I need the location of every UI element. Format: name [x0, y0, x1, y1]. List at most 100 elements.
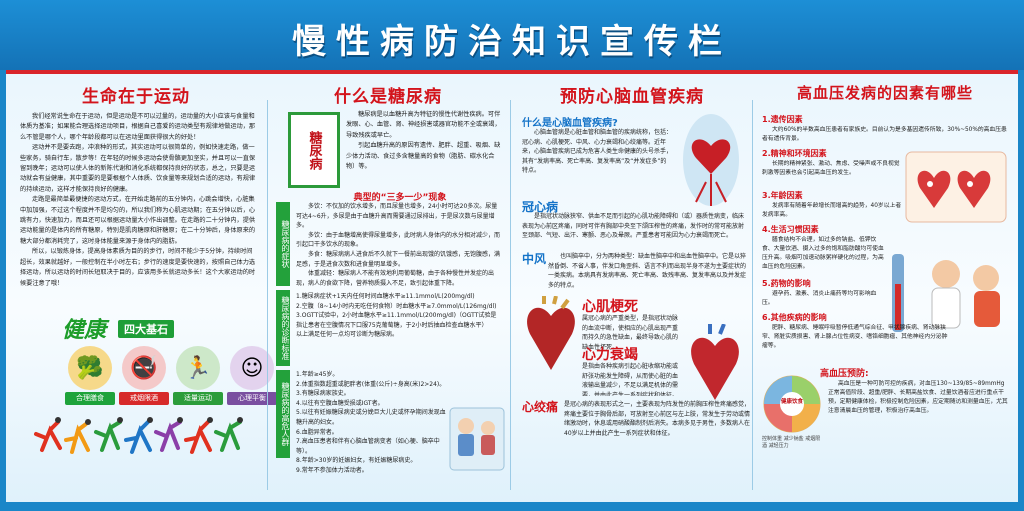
criteria-item: 3.OGTT试验中，2小时血糖水平≥11.1mmol/L(200mg/dl)（O… [296, 312, 497, 329]
risk-line: 引起血糖升高的原因有遗传、肥胖、超重、吸烟、缺少体力活动、食过多含糖量高的食物（… [346, 142, 501, 171]
four-pillars-label: 四大基石 [118, 320, 174, 338]
tab-risk-groups: 糖尿病的高危人群 [276, 370, 290, 458]
item-text: 是冠心病的表现形式之一，主要表现为阵发性的前胸压榨性疼痛感觉，疼痛主要位于胸骨后… [564, 401, 750, 437]
paragraph: 走路是最简单最便捷的运动方式，在开始走路前的五分钟内，心跳会增快，心脏集中加加强… [20, 196, 256, 245]
wheel-center-label: 健康饮食 [780, 399, 803, 405]
tab-criteria: 糖尿病的诊断标准 [276, 290, 290, 366]
healthy-diet-wheel [763, 375, 821, 433]
factor-title: 5.药物的影响 [762, 279, 811, 288]
factor-text: 长期的精神紧张、激动、焦虑、受噪声或不良视觉刺激等因素也会引起高血压的发生。 [762, 161, 900, 176]
criteria-item: 以上满足任何一点均可诊断为糖尿病。 [296, 331, 399, 339]
item-title: 中风 [522, 252, 547, 266]
heart-anatomy-illustration [691, 324, 739, 400]
paragraph: 我们经常说生命在于运动，但是运动是不可以过量的，运动量的大小应该与食量和体质为基… [20, 113, 256, 141]
item-text: 也叫脑卒中，分为两种类型：缺血性脑卒中和出血性脑卒中。它是以猝然昏倒、不省人事，… [548, 253, 747, 289]
health-title: 健康 [62, 317, 107, 343]
running-figures-illustration [34, 417, 243, 454]
risk-item: 3.有糖尿病家族史。 [296, 390, 350, 398]
item-title: 心绞痛 [522, 400, 559, 414]
heading-exercise: 生命在于运动 [82, 87, 190, 107]
factor-title: 2.精神和环境因素 [762, 149, 827, 158]
risk-item: 8.年龄>30岁的妊娠妇女，有妊娠糖尿病史。 [296, 457, 417, 465]
balance-icon: ☺ [230, 346, 274, 390]
pillar-label-mind: 心理平衡 [227, 392, 277, 405]
heading-cardio: 预防心脑血管疾病 [560, 87, 704, 107]
criteria-item: 2.空腹（8~14小时内无吃任何食物）时血糖水平≥7.0mmol/L(126mg… [296, 302, 497, 310]
column-cardio: 预防心脑血管疾病 什么是心脑血管疾病? 心脑血管病是心脏血管和脑血管的疾病统称，… [512, 74, 752, 502]
symptom-item: 多饮：不仅加的饮水增多，而且尿量也增多，24小时可达20多次。尿量可达4~6升，… [296, 203, 498, 230]
body-heart-illustration [683, 114, 739, 206]
cardio-intro: 心脑血管病是心脏血管和脑血管的疾病统称，包括：冠心病、心肌梗死、中风、心力衰竭和… [522, 129, 672, 175]
column-exercise: 生命在于运动 我们经常说生命在于运动，但是运动是不可以过量的，运动量的大小应该与… [6, 74, 277, 502]
risk-item: 6.血脂异常者。 [296, 428, 338, 436]
heading-diabetes: 什么是糖尿病 [334, 87, 442, 107]
vegetables-icon: 🥦 [68, 346, 112, 390]
factor-title: 4.生活习惯因素 [762, 225, 819, 234]
column-divider [267, 100, 268, 490]
family-illustration [449, 407, 505, 471]
exercise-icon: 🏃 [176, 346, 220, 390]
risk-item: 2.体重指数超重或肥胖者(体重(公斤)÷身高(米)2>24)。 [296, 380, 446, 388]
symptom-item: 多食：糖尿病病人进食后不久就下一餐前出现饿的饥饿感，无饱腹感，满足感，于是进食次… [296, 250, 501, 268]
factor-title: 1.遗传因素 [762, 115, 803, 124]
intro-text: 糖尿病是以血糖升高为特征的慢性代谢性疾病。可伴发眼、心、血管、肾、神经损害或器官… [346, 111, 501, 139]
factor-text: 肥胖、糖尿病、睡眠呼吸暂停低通气综合征、甲状腺疾病、肾动脉狭窄、肾脏实质损害、肾… [762, 325, 948, 349]
item-title: 心力衰竭 [582, 347, 638, 363]
exercise-text: 我们经常说生命在于运动，但是运动是不可以过量的，运动量的大小应该与食量和体质为基… [20, 112, 256, 340]
stressed-organs-illustration [905, 151, 1007, 223]
risk-item: 4.以往有空腹血糖受损或IGT者。 [296, 399, 384, 407]
diabetes-sign-text: 糖尿病 [306, 130, 322, 170]
factor-title: 3.年龄因素 [762, 191, 803, 200]
no-smoking-icon: 🚭 [122, 346, 166, 390]
cardio-question: 什么是心脑血管疾病? [522, 118, 618, 129]
risk-item: 9.常年不参加体力活动者。 [296, 466, 368, 474]
paragraph: 所以，以锻炼身体，提高身体素质为目的的步行，时间不能少于5分钟，持续时间超长，效… [20, 248, 256, 287]
criteria-item: 1.糖尿病症状+1天内任何时间血糖水平≥11.1mmol/L(200mg/dl) [296, 293, 475, 300]
wheel-label: 减少钠盐 [783, 436, 804, 442]
factor-text: 膳食结构不合理，如过多的钠盐、低钾饮食、大量饮酒、摄入过多的饱和脂肪酸均可使血压… [762, 237, 884, 270]
item-text: 是指冠状动脉狭窄、供血不足而引起的心肌功能障碍和（或）器质性病变，临床表现为心前… [522, 213, 745, 240]
poster-title: 慢性病防治知识宣传栏 [292, 22, 732, 62]
title-banner: 慢性病防治知识宣传栏 [0, 0, 1024, 70]
column-diabetes: 什么是糖尿病 糖尿病 糖尿病是以血糖升高为特征的慢性代谢性疾病。可伴发眼、心、血… [268, 74, 508, 502]
prevention-title: 高血压预防: [820, 369, 869, 379]
prevention-text: 高血压是一种可防可控的疾病，对血压130~139/85~89mmHg正常高值阶段… [828, 381, 1008, 414]
tab-symptoms: 糖尿病的症状 [276, 202, 290, 286]
title-divider [6, 70, 1018, 74]
criteria-list: 1.糖尿病症状+1天内任何时间血糖水平≥11.1mmol/L(200mg/dl)… [296, 292, 502, 366]
diabetes-sign: 糖尿病 [288, 112, 340, 188]
column-divider [752, 100, 753, 490]
pillar-label-exercise: 适量运动 [173, 392, 223, 405]
doctor-patient-illustration [892, 254, 1000, 332]
item-title: 冠心病 [522, 200, 559, 214]
pillar-label-diet: 合理膳食 [65, 392, 115, 405]
column-divider [510, 100, 511, 490]
diabetes-intro: 糖尿病是以血糖升高为特征的慢性代谢性疾病。可伴发眼、心、血管、肾、神经损害或器官… [346, 110, 502, 180]
item-title: 心肌梗死 [582, 299, 638, 315]
item-text: 属冠心病的严重类型，是指冠状动脉的血流中断，使相应的心肌出现严重而持久的急性缺血… [582, 315, 678, 351]
wheel-label: 控制体重 [762, 436, 783, 442]
factor-text: 避孕药、激素、消炎止痛药等均可影响血压。 [762, 291, 877, 306]
risk-item: 1.年龄≥45岁。 [296, 371, 339, 378]
wheel-label: 戒烟限酒 [762, 436, 821, 449]
wheel-labels: 控制体重 减少钠盐 戒烟限酒 减轻压力 [762, 436, 824, 450]
heading-hypertension: 高血压发病的因素有哪些 [796, 84, 973, 102]
risk-group-list: 1.年龄≥45岁。 2.体重指数超重或肥胖者(体重(公斤)÷身高(米)2>24)… [296, 370, 446, 474]
poster-board: 生命在于运动 我们经常说生命在于运动，但是运动是不可以过量的，运动量的大小应该与… [6, 74, 1018, 502]
risk-item: 7.高血压患者和伴有心脑血管病变者（如心梗、脑卒中等）。 [296, 438, 440, 455]
typical-symptoms-title: 典型的“三多一少”现象 [353, 193, 447, 203]
column-hypertension: 高血压发病的因素有哪些 1.遗传因素 大约60%的半数高血压患者有家族史。目前认… [754, 74, 1016, 502]
pillar-label-smoke: 戒烟限酒 [119, 392, 169, 405]
symptom-item: 体重减轻：糖尿病人不能有效地利用葡萄糖，由于各种慢性并发症的出现，病人的食欲下降… [296, 270, 495, 287]
factor-text: 大约60%的半数高血压患者有家族史。目前认为是多基因遗传所致，30%~50%的高… [762, 127, 1007, 142]
item-text: 是指由各种疾病引起心脏收缩功能或舒张功能发生障碍，从而使心脏的血液输出量减少，不… [582, 363, 678, 396]
heart-organ-illustration [527, 296, 575, 370]
factor-text: 发病率有随着年龄增长而增高的趋势，40岁以上者发病率高。 [762, 203, 902, 218]
paragraph: 运动并不是要去跑，冲浪种的形式，其实运动可以很简单的，例如快速走路，做一些家务，… [20, 144, 256, 193]
wheel-label: 减轻压力 [768, 443, 789, 449]
factor-title: 6.其他疾病的影响 [762, 313, 827, 322]
risk-item: 5.以往有妊娠糖尿病史或分娩巨大儿史或怀孕期间发现血糖升高的妇女。 [296, 409, 446, 426]
symptom-list: 多饮：不仅加的饮水增多，而且尿量也增多，24小时可达20多次。尿量可达4~6升，… [296, 202, 502, 288]
symptom-item: 多饮：由于血糖增高使得尿量增多，此时病人身体内的水分相对减少，而引起口干多饮水的… [296, 231, 501, 249]
